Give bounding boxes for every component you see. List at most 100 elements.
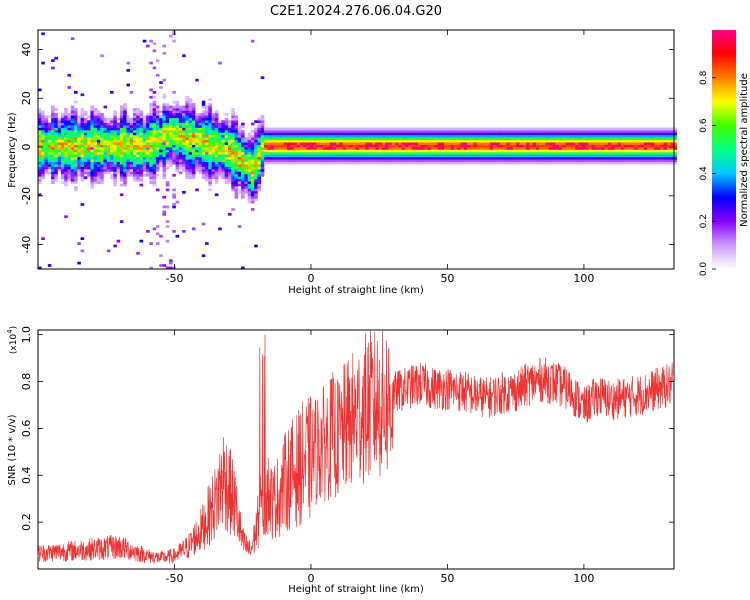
spectrogram-cell: [110, 90, 114, 94]
spectrogram-cell: [467, 161, 471, 165]
spectrogram-cell: [224, 120, 229, 123]
spectrogram-cell: [103, 125, 108, 128]
spectrogram-cell: [70, 137, 75, 141]
spectrogram-cell: [201, 166, 206, 170]
spectrogram-cell: [90, 125, 94, 128]
spectrogram-cell: [172, 139, 176, 143]
spectrogram-cell: [270, 151, 275, 155]
spectrogram-cell: [227, 149, 232, 153]
spectrogram-cell: [463, 147, 468, 150]
spectrogram-cell: [178, 164, 183, 167]
spectrogram-cell: [404, 139, 409, 143]
spectrogram-cell: [41, 147, 45, 150]
spectrogram-cell: [440, 129, 445, 133]
spectrogram-cell: [90, 186, 94, 189]
spectrogram-cell: [214, 156, 219, 160]
spectrogram-cell: [640, 156, 645, 160]
spectrogram-cell: [100, 173, 104, 177]
spectrogram-cell: [83, 110, 88, 114]
spectrogram-cell: [381, 147, 386, 150]
spectrogram-cell: [309, 142, 314, 145]
spectrogram-cell: [575, 144, 579, 148]
spectrogram-cell: [457, 151, 461, 155]
spectrogram-cell: [149, 127, 153, 131]
spectrogram-cell: [316, 154, 320, 158]
spectrogram-cell: [558, 159, 563, 162]
spectrogram-cell: [211, 117, 216, 121]
spectrogram-cell: [162, 176, 167, 180]
spectrogram-cell: [463, 154, 468, 158]
spectrogram-cell: [421, 159, 425, 162]
spectrogram-cell: [70, 159, 75, 162]
spectrogram-cell: [129, 120, 134, 123]
spectrogram-cell: [227, 139, 232, 143]
spectrogram-cell: [227, 137, 232, 141]
spectrogram-cell: [322, 144, 327, 148]
spectrogram-cell: [54, 122, 58, 126]
spectrogram-cell: [539, 137, 543, 141]
spectrogram-cell: [132, 159, 137, 162]
spectrogram-cell: [80, 178, 85, 182]
spectrogram-cell: [588, 129, 592, 133]
spectrogram-cell: [539, 154, 543, 158]
spectrogram-cell: [87, 125, 91, 128]
spectrogram-cell: [74, 151, 78, 155]
spectrogram-cell: [260, 159, 265, 162]
spectrogram-cell: [182, 156, 186, 160]
spectrogram-cell: [146, 44, 150, 48]
spectrogram-cell: [165, 220, 170, 223]
spectrogram-cell: [247, 132, 252, 136]
snr-x-axis-label: Height of straight line (km): [288, 584, 424, 595]
spectrogram-cell: [159, 110, 163, 114]
spectrogram-cell: [352, 156, 357, 160]
spectrogram-cell: [67, 86, 72, 89]
spectrogram-cell: [41, 132, 45, 136]
spectrogram-cell: [440, 142, 445, 145]
spectrogram-cell: [90, 120, 94, 123]
spectrogram-cell: [627, 161, 632, 165]
spectrogram-cell: [643, 149, 648, 153]
spectrogram-cell: [460, 159, 465, 162]
spectrogram-cell: [126, 169, 131, 172]
spectrogram-cell: [486, 161, 491, 165]
spectrogram-cell: [329, 127, 334, 131]
spectrogram-cell: [283, 156, 288, 160]
spectrogram-cell: [398, 129, 402, 133]
spectrogram-cell: [562, 151, 566, 155]
spectrogram-cell: [414, 154, 419, 158]
spectrogram-cell: [509, 156, 514, 160]
spectrogram-cell: [90, 156, 94, 160]
spectrogram-cell: [185, 120, 189, 123]
spectrogram-cell: [139, 125, 144, 128]
spectrogram-cell: [568, 142, 573, 145]
spectrogram-cell: [152, 149, 157, 153]
spectrogram-cell: [306, 132, 311, 136]
spectrogram-cell: [44, 144, 49, 148]
spectrogram-cell: [267, 144, 271, 148]
spectrogram-cell: [211, 176, 216, 180]
spectrogram-cell: [132, 117, 137, 121]
spectrogram-cell: [100, 151, 104, 155]
spectrogram-cell: [483, 137, 488, 141]
spectrogram-cell: [60, 134, 65, 138]
spectrogram-cell: [643, 156, 648, 160]
spectrogram-cell: [493, 127, 497, 131]
spectrogram-cell: [113, 244, 117, 248]
spectrogram-cell: [552, 149, 556, 153]
spectrogram-cell: [64, 178, 68, 182]
spectrogram-cell: [60, 169, 65, 172]
spectrogram-cell: [257, 125, 262, 128]
spectrogram-cell: [241, 164, 245, 167]
spectrogram-cell: [44, 127, 49, 131]
spectrogram-cell: [322, 132, 327, 136]
spectrogram-cell: [388, 127, 393, 131]
spectrogram-cell: [250, 166, 255, 170]
spectrogram-cell: [408, 142, 412, 145]
x-tick-label: -50: [165, 572, 183, 585]
spectrogram-cell: [643, 159, 648, 162]
spectrogram-cell: [542, 147, 547, 150]
spectrogram-cell: [51, 59, 55, 63]
spectrogram-cell: [277, 161, 281, 165]
spectrogram-cell: [519, 142, 524, 145]
spectrogram-cell: [424, 127, 429, 131]
